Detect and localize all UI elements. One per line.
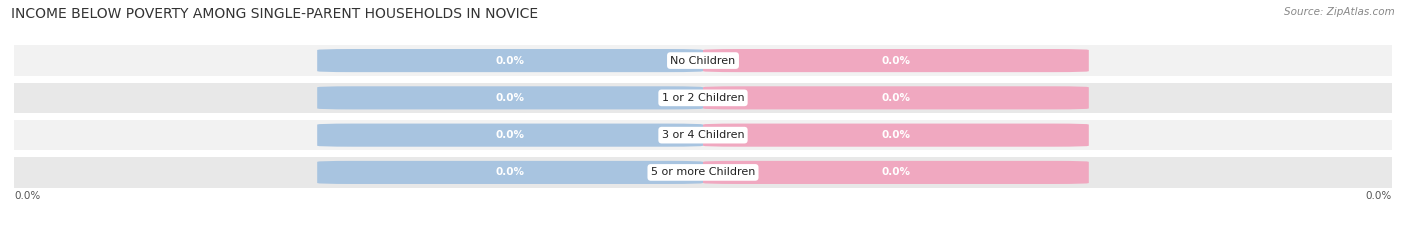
FancyBboxPatch shape (703, 86, 1088, 110)
FancyBboxPatch shape (14, 157, 1392, 188)
FancyBboxPatch shape (318, 86, 703, 110)
FancyBboxPatch shape (703, 161, 1088, 184)
FancyBboxPatch shape (318, 123, 703, 147)
Text: 0.0%: 0.0% (495, 130, 524, 140)
Text: Source: ZipAtlas.com: Source: ZipAtlas.com (1284, 7, 1395, 17)
Text: 5 or more Children: 5 or more Children (651, 168, 755, 177)
Text: 0.0%: 0.0% (1365, 191, 1392, 201)
FancyBboxPatch shape (703, 123, 1088, 147)
Text: 0.0%: 0.0% (495, 168, 524, 177)
Text: 3 or 4 Children: 3 or 4 Children (662, 130, 744, 140)
Text: 0.0%: 0.0% (882, 93, 911, 103)
Text: INCOME BELOW POVERTY AMONG SINGLE-PARENT HOUSEHOLDS IN NOVICE: INCOME BELOW POVERTY AMONG SINGLE-PARENT… (11, 7, 538, 21)
Text: 1 or 2 Children: 1 or 2 Children (662, 93, 744, 103)
Text: 0.0%: 0.0% (882, 130, 911, 140)
FancyBboxPatch shape (14, 45, 1392, 76)
FancyBboxPatch shape (14, 120, 1392, 151)
Text: 0.0%: 0.0% (882, 168, 911, 177)
FancyBboxPatch shape (318, 49, 703, 72)
Text: 0.0%: 0.0% (14, 191, 41, 201)
FancyBboxPatch shape (703, 49, 1088, 72)
Text: 0.0%: 0.0% (495, 56, 524, 65)
Text: 0.0%: 0.0% (495, 93, 524, 103)
FancyBboxPatch shape (14, 82, 1392, 113)
Text: 0.0%: 0.0% (882, 56, 911, 65)
Text: No Children: No Children (671, 56, 735, 65)
FancyBboxPatch shape (318, 161, 703, 184)
